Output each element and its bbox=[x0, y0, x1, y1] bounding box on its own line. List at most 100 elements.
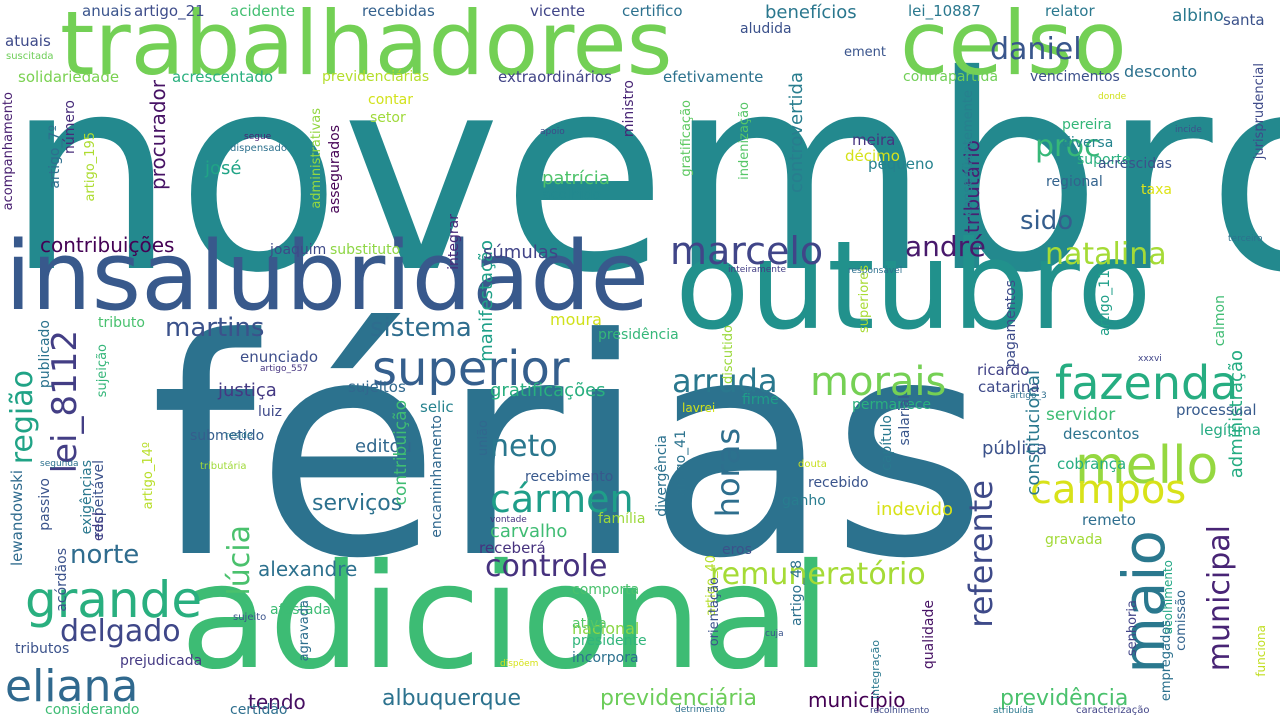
cloud-word: moura bbox=[550, 310, 602, 329]
cloud-word: sujeito bbox=[233, 612, 267, 623]
cloud-word: discutido bbox=[721, 325, 736, 384]
cloud-word: comissão bbox=[1174, 590, 1189, 651]
cloud-word: controvertida bbox=[786, 72, 807, 194]
cloud-word: cobrança bbox=[1057, 455, 1127, 473]
cloud-word: incorpora bbox=[572, 650, 639, 666]
cloud-word: vontade bbox=[490, 515, 527, 525]
cloud-word: lei_8112 bbox=[45, 330, 85, 474]
cloud-word: responsável bbox=[848, 266, 903, 276]
cloud-word: remuneratório bbox=[710, 557, 926, 592]
cloud-word: anuais bbox=[82, 2, 132, 20]
cloud-word: tributária bbox=[200, 461, 247, 472]
cloud-word: afastada bbox=[270, 602, 331, 618]
cloud-word: cuja bbox=[765, 629, 784, 639]
cloud-word: xxxvi bbox=[1138, 354, 1162, 364]
cloud-word: insalubridade bbox=[5, 222, 649, 332]
cloud-word: natalina bbox=[1045, 237, 1167, 272]
cloud-word: vencimentos bbox=[1030, 69, 1120, 85]
cloud-word: submetido bbox=[190, 428, 265, 444]
cloud-word: processual bbox=[1176, 401, 1257, 419]
cloud-word: contribuição bbox=[391, 400, 411, 506]
cloud-word: pequeno bbox=[868, 155, 934, 173]
cloud-word: solidariedade bbox=[18, 68, 120, 86]
cloud-word: jurisprudencial bbox=[1252, 63, 1267, 160]
cloud-word: capítulo bbox=[879, 415, 895, 471]
cloud-word: artigo_557 bbox=[260, 364, 309, 374]
cloud-word: novembro bbox=[5, 17, 1280, 332]
cloud-word: detrimento bbox=[675, 705, 726, 715]
cloud-word: agravada bbox=[297, 600, 312, 662]
cloud-word: aludida bbox=[740, 21, 792, 37]
cloud-word: servidor bbox=[1046, 405, 1116, 425]
cloud-word: eros bbox=[722, 542, 752, 558]
cloud-word: receberá bbox=[479, 539, 546, 557]
cloud-word: remeto bbox=[1082, 511, 1136, 529]
cloud-word: presidência bbox=[598, 327, 679, 343]
cloud-word: ministro bbox=[621, 80, 637, 138]
cloud-word: orientação bbox=[707, 577, 722, 647]
cloud-word: enunciado bbox=[240, 348, 319, 366]
cloud-word: gravada bbox=[1045, 532, 1103, 548]
cloud-word: adicional bbox=[180, 533, 831, 702]
cloud-word: pagamentos bbox=[1003, 280, 1019, 368]
cloud-word: apoio bbox=[540, 127, 565, 137]
cloud-word: incide bbox=[1175, 125, 1202, 135]
cloud-word: atribuída bbox=[993, 706, 1034, 716]
cloud-word: lewandowski bbox=[8, 470, 26, 566]
cloud-word: sistema bbox=[370, 313, 472, 343]
cloud-word: artigo_14º bbox=[141, 442, 156, 510]
cloud-word: benefícios bbox=[765, 2, 857, 23]
cloud-word: donde bbox=[1098, 92, 1127, 102]
cloud-word: edcl bbox=[91, 512, 107, 542]
cloud-word: encaminhamento bbox=[429, 415, 445, 538]
cloud-word: presidente bbox=[572, 633, 647, 649]
cloud-word: senhoria bbox=[1125, 600, 1140, 657]
cloud-word: procurador bbox=[146, 80, 170, 191]
cloud-word: albuquerque bbox=[382, 686, 522, 711]
cloud-word: regional bbox=[1046, 174, 1103, 190]
cloud-word: divergência bbox=[654, 435, 670, 517]
cloud-word: décimo bbox=[845, 147, 900, 165]
cloud-word: acolhido bbox=[542, 187, 601, 203]
cloud-word: sujeição bbox=[95, 344, 110, 398]
cloud-word: família bbox=[598, 511, 646, 527]
cloud-word: cármen bbox=[490, 477, 634, 521]
cloud-word: arruda bbox=[672, 362, 778, 400]
cloud-word: joaquim bbox=[270, 242, 327, 258]
cloud-word: marcelo bbox=[670, 229, 824, 273]
cloud-word: assegurados bbox=[327, 125, 343, 214]
cloud-word: setor bbox=[370, 110, 406, 126]
cloud-word: gratificação bbox=[679, 100, 694, 177]
cloud-word: tributo bbox=[98, 315, 145, 331]
cloud-word: segunda bbox=[40, 459, 79, 469]
cloud-word: controle bbox=[485, 549, 608, 584]
cloud-word: integrar bbox=[446, 214, 462, 270]
cloud-word: santa bbox=[1223, 11, 1265, 29]
cloud-word: artigo_3 bbox=[1010, 391, 1047, 401]
cloud-word: justiça bbox=[218, 380, 277, 401]
cloud-word: artigo_11 bbox=[1097, 270, 1113, 336]
cloud-word: reside bbox=[225, 431, 253, 441]
cloud-word: alexandre bbox=[258, 557, 358, 581]
cloud-word: superior bbox=[372, 341, 570, 397]
cloud-word: daniel bbox=[990, 32, 1082, 67]
cloud-word: desconto bbox=[1124, 62, 1198, 81]
cloud-word: gratificações bbox=[490, 380, 606, 401]
cloud-word: acompanhamento bbox=[1, 92, 16, 211]
cloud-word: artigo_41 bbox=[673, 430, 689, 496]
cloud-word: integração bbox=[869, 640, 882, 699]
cloud-word: recebimento bbox=[525, 469, 614, 485]
cloud-word: serviços bbox=[312, 491, 403, 516]
cloud-word: campos bbox=[1030, 467, 1187, 513]
cloud-word: carvalho bbox=[490, 521, 568, 542]
cloud-word: artigo_195 bbox=[83, 132, 98, 202]
cloud-word: caracterização bbox=[1076, 705, 1150, 716]
cloud-word: certifico bbox=[622, 2, 683, 20]
cloud-word: município bbox=[808, 688, 906, 712]
cloud-word: luiz bbox=[258, 404, 283, 420]
cloud-word: indenização bbox=[737, 102, 752, 180]
cloud-word: ricardo bbox=[977, 361, 1030, 379]
cloud-word: número bbox=[62, 100, 78, 155]
cloud-word: municipal bbox=[1202, 525, 1237, 672]
